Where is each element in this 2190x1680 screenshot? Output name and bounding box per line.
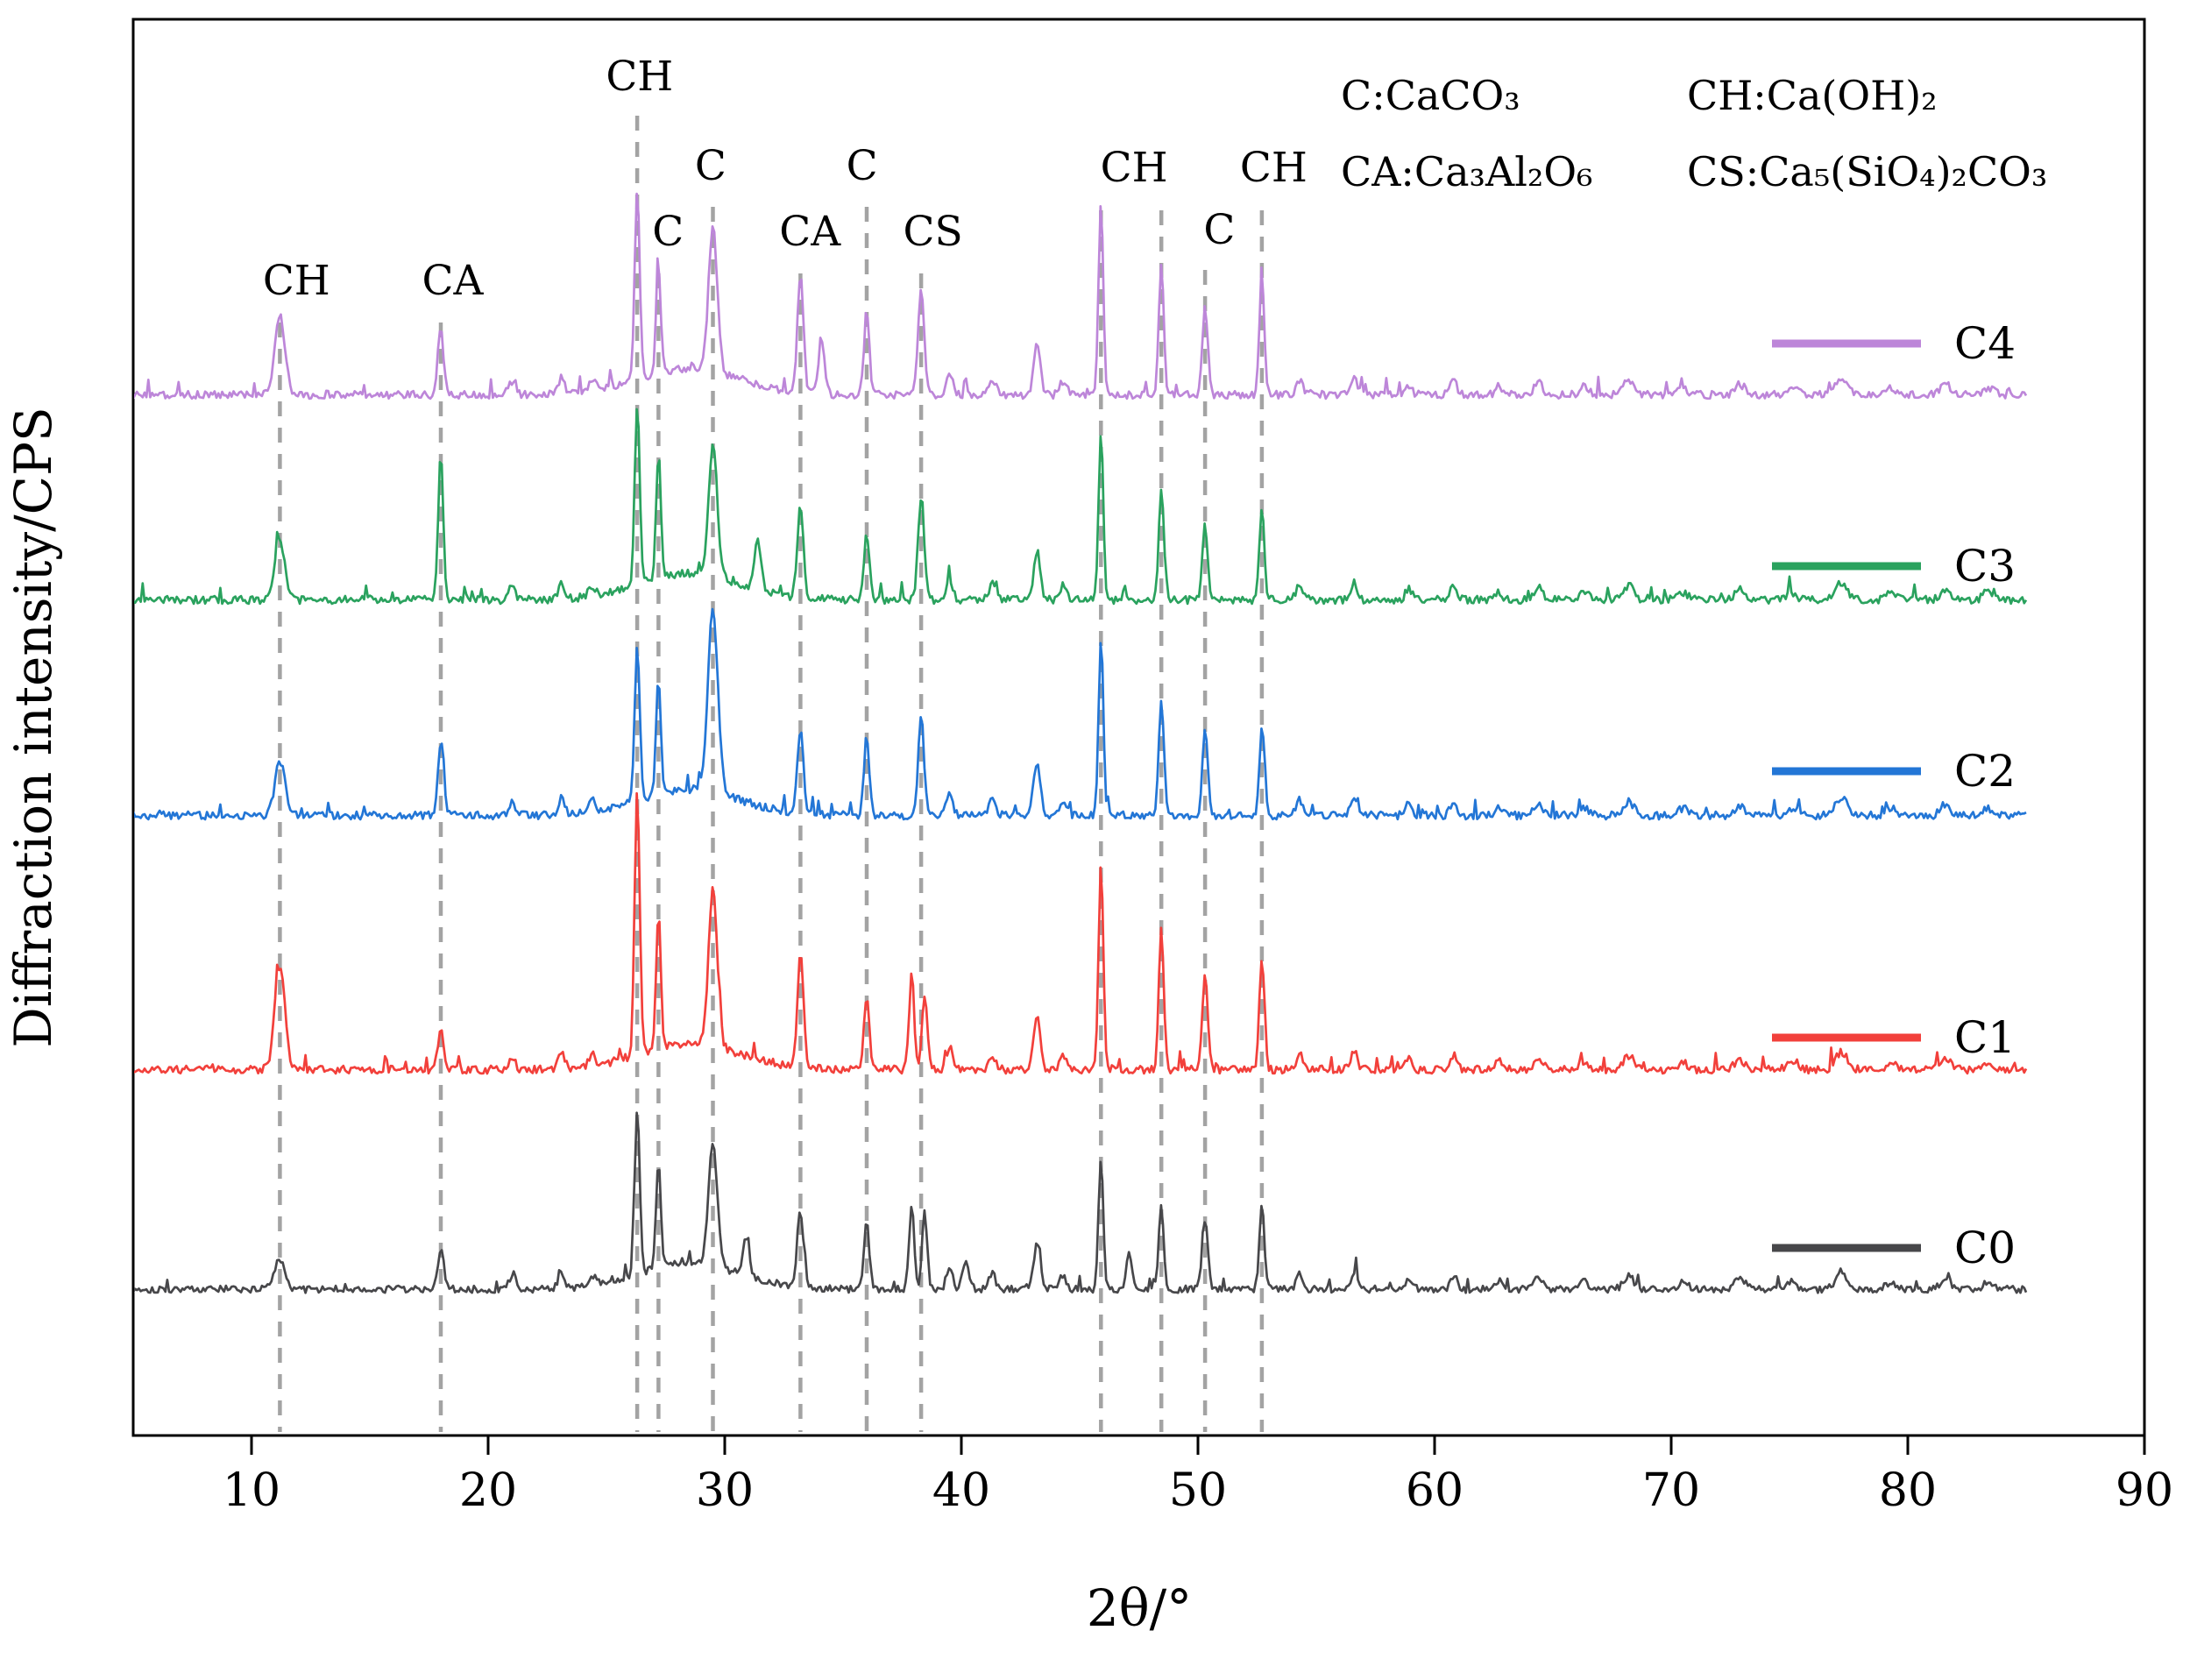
note-entry-ca: CA:Ca₃Al₂O₆: [1341, 148, 1593, 195]
trace-C4: [134, 192, 2028, 401]
legend-label-C2: C2: [1954, 746, 2016, 797]
trace-C0: [134, 1111, 2028, 1294]
peak-label-c: C: [652, 208, 684, 256]
x-tick-label: 60: [1406, 1464, 1464, 1517]
peak-label-c: C: [695, 142, 726, 190]
x-tick-label: 10: [223, 1464, 280, 1517]
y-axis-title: Diffraction intensity/CPS: [4, 407, 63, 1048]
peak-label-ch: CH: [1240, 144, 1308, 192]
peak-label-ch: CH: [606, 53, 673, 101]
x-tick-label: 20: [459, 1464, 517, 1517]
diffraction-traces: [134, 192, 2028, 1294]
peak-label-cs: CS: [904, 208, 963, 256]
legend-label-C0: C0: [1954, 1223, 2016, 1273]
note-entry-c: C:CaCO₃: [1341, 72, 1520, 119]
x-tick-label: 40: [932, 1464, 990, 1517]
trace-C1: [134, 791, 2028, 1075]
x-tick-label: 80: [1879, 1464, 1937, 1517]
phase-note: C:CaCO₃ CH:Ca(OH)₂ CA:Ca₃Al₂O₆ CS:Ca₅(Si…: [1341, 72, 2047, 195]
x-tick-label: 30: [696, 1464, 754, 1517]
note-entry-ch: CH:Ca(OH)₂: [1687, 72, 1938, 119]
plot-frame: [131, 18, 2146, 1437]
peak-label-c: C: [1203, 206, 1235, 254]
peak-label-ch: CH: [1101, 144, 1168, 192]
x-axis-title: 2θ/°: [1087, 1578, 1192, 1638]
x-tick-label: 70: [1642, 1464, 1700, 1517]
x-axis-ticks: 10 20 30 40 50 60 70 80 90: [223, 1435, 2173, 1517]
legend-label-C1: C1: [1954, 1012, 2016, 1063]
series-legend: C0 C1 C2 C3 C4: [1772, 318, 2016, 1273]
trace-C3: [134, 408, 2028, 606]
x-tick-label: 90: [2116, 1464, 2173, 1517]
peak-label-c: C: [847, 142, 878, 190]
peak-label-ca: CA: [422, 257, 485, 305]
x-tick-label: 50: [1169, 1464, 1227, 1517]
note-entry-cs: CS:Ca₅(SiO₄)₂CO₃: [1687, 148, 2047, 195]
peak-label-ca: CA: [779, 208, 841, 256]
peak-label-ch: CH: [263, 257, 330, 305]
dashed-guide-lines: [278, 116, 1265, 1432]
legend-label-C4: C4: [1954, 318, 2016, 369]
trace-C2: [134, 607, 2027, 821]
legend-label-C3: C3: [1954, 541, 2016, 592]
